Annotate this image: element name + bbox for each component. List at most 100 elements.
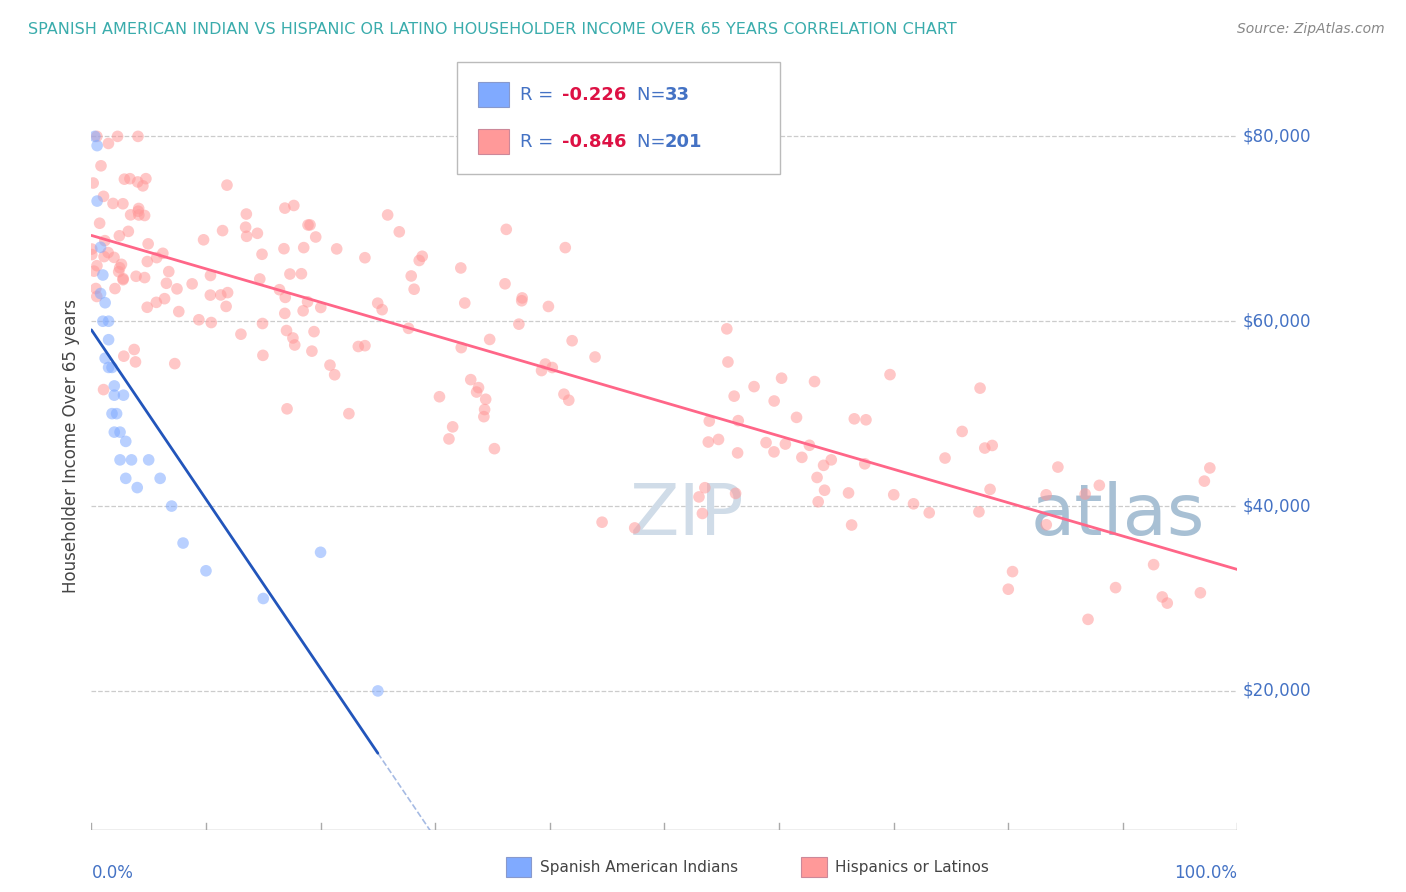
Point (934, 451, 956, 466)
Point (879, 368, 901, 382)
Text: N=: N= (637, 133, 671, 151)
Text: Spanish American Indians: Spanish American Indians (540, 860, 738, 874)
Point (217, 285, 239, 300)
Point (742, 379, 765, 393)
Point (167, 304, 190, 318)
Point (478, 333, 501, 347)
Point (209, 288, 232, 302)
Point (80, 242, 103, 256)
Point (623, 521, 645, 535)
Point (249, 272, 271, 286)
Point (97, 245, 120, 260)
Point (727, 446, 749, 460)
Point (193, 233, 215, 247)
Point (883, 488, 905, 502)
Text: SPANISH AMERICAN INDIAN VS HISPANIC OR LATINO HOUSEHOLDER INCOME OVER 65 YEARS C: SPANISH AMERICAN INDIAN VS HISPANIC OR L… (28, 22, 957, 37)
Point (155, 277, 177, 291)
Point (716, 322, 738, 336)
Point (86, 194, 108, 208)
Point (697, 414, 720, 428)
Point (86, 129, 108, 144)
Point (138, 453, 160, 467)
Point (276, 401, 298, 416)
Point (276, 324, 298, 338)
Point (537, 300, 560, 314)
Point (103, 379, 125, 393)
Point (172, 536, 194, 550)
Point (118, 171, 141, 186)
Point (763, 394, 786, 409)
Point (1194, 474, 1216, 488)
Point (717, 355, 740, 369)
Point (337, 407, 360, 421)
Point (114, 471, 136, 485)
Point (97, 360, 120, 375)
Point (1189, 586, 1212, 600)
Point (554, 241, 576, 255)
Text: 100.0%: 100.0% (1174, 864, 1237, 882)
Point (305, 230, 328, 244)
Point (83, 129, 105, 144)
Point (103, 251, 125, 265)
Point (388, 225, 411, 239)
Point (398, 321, 420, 335)
Point (274, 290, 297, 304)
Point (367, 684, 389, 698)
Point (112, 349, 135, 363)
Point (591, 515, 613, 529)
Point (93, 250, 115, 264)
Point (697, 435, 720, 450)
Point (90, 159, 112, 173)
Point (967, 505, 990, 519)
Point (122, 343, 145, 357)
Point (273, 242, 295, 256)
Point (354, 339, 377, 353)
Point (454, 296, 477, 310)
Point (86, 138, 108, 153)
Point (235, 229, 257, 244)
Point (723, 389, 745, 403)
Point (163, 357, 186, 371)
Point (775, 437, 797, 451)
Point (89, 216, 111, 230)
Point (404, 282, 426, 296)
Point (281, 331, 304, 345)
Point (790, 450, 813, 465)
Point (411, 249, 433, 263)
Point (354, 251, 377, 265)
Point (541, 360, 564, 375)
Point (292, 303, 315, 318)
Point (252, 348, 274, 362)
Point (194, 564, 217, 578)
Point (292, 241, 315, 255)
Point (1001, 565, 1024, 579)
Point (799, 438, 821, 452)
Point (553, 387, 575, 401)
Point (981, 438, 1004, 452)
Point (786, 410, 808, 425)
Point (112, 172, 135, 186)
Point (408, 253, 430, 268)
Point (97, 333, 120, 347)
Point (465, 384, 488, 399)
Point (1035, 488, 1057, 502)
Point (252, 317, 274, 331)
Point (127, 175, 149, 189)
Point (128, 202, 150, 216)
Point (1046, 460, 1069, 475)
Point (319, 358, 342, 372)
Point (302, 325, 325, 339)
Point (101, 360, 124, 375)
Point (246, 227, 269, 241)
Point (211, 224, 233, 238)
Text: R =: R = (520, 86, 560, 103)
Point (399, 268, 422, 283)
Point (950, 425, 973, 439)
Point (121, 453, 143, 467)
Point (841, 518, 863, 533)
Point (136, 300, 159, 314)
Text: -0.226: -0.226 (562, 86, 627, 103)
Point (377, 208, 399, 222)
Point (467, 381, 489, 395)
Point (91, 314, 114, 328)
